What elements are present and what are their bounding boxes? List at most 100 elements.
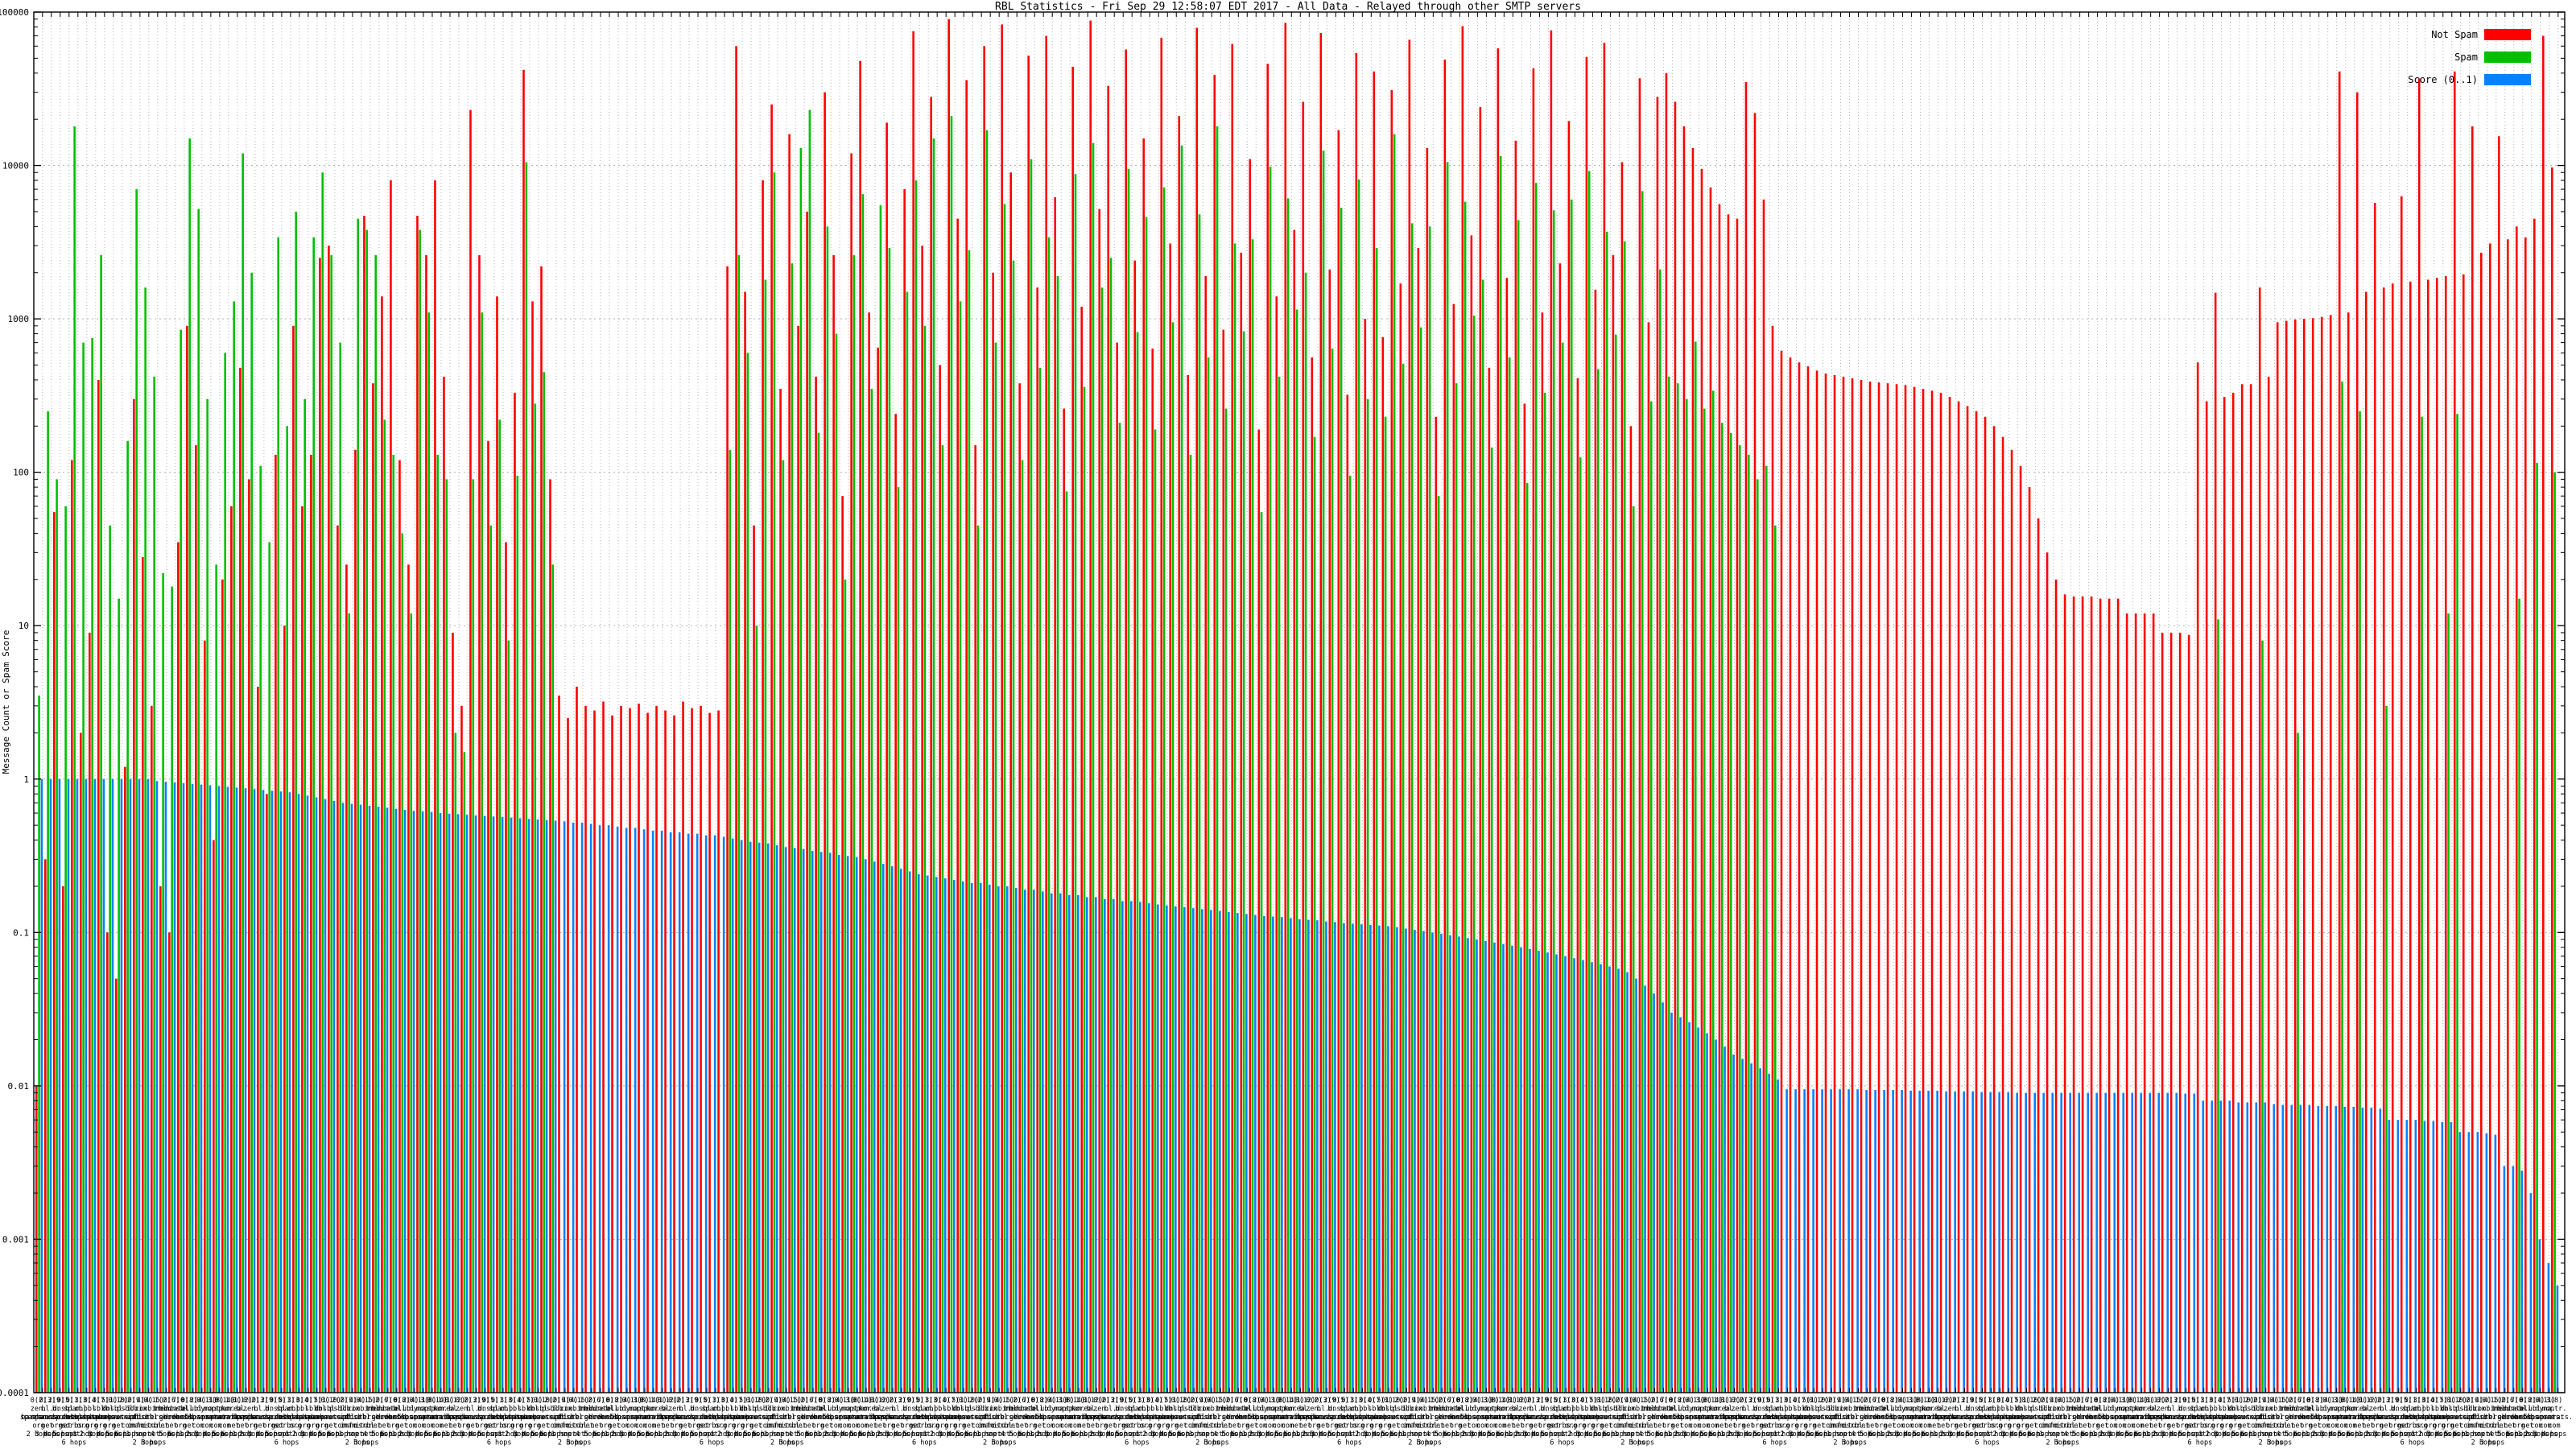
bar-spam (1056, 275, 1059, 1393)
bar-score (1139, 902, 1141, 1393)
x-tick-label: 2(4) ubl. unsubscore. com 2 hops (2301, 1397, 2347, 1439)
x-tick-label: 0(2) zen. spamhaus. org 2 hops (2359, 1397, 2396, 1439)
x-tick-label: 0(10) dnsbl-1. uceprotect. net 5 hops (1583, 1397, 1629, 1439)
x-tick-label: 0(10) dnsbl-1. uceprotect. net 5 hops (1158, 1397, 1203, 1439)
x-tick-label: 0(4) pbl. spamhaus. org 2 hops (1987, 1397, 2024, 1439)
bar-score (1130, 901, 1133, 1393)
bar-not-spam (2541, 35, 2545, 1393)
chart-title: RBL Statistics - Fri Sep 29 12:58:07 EDT… (995, 1, 1581, 13)
bar-not-spam (1337, 130, 1340, 1393)
bar-not-spam (939, 365, 941, 1393)
bar-not-spam (1806, 366, 1810, 1393)
bar-spam (755, 625, 758, 1393)
x-tick-label: 0(2) zen. spamhaus. org 2 hops (20, 1397, 57, 1439)
bar-score (492, 816, 495, 1393)
bar-score (2299, 1104, 2302, 1393)
bar-spam (888, 247, 891, 1393)
bar-score (377, 807, 380, 1393)
x-tick-label: 0(15) combined. rbl. msrbl. net 3 hops (1836, 1397, 1873, 1447)
bar-spam (1543, 392, 1546, 1393)
legend-label-not-spam: Not Spam (2431, 29, 2478, 40)
x-tick-label: 0(9) db. wpbl. info 1 hop (551, 1397, 572, 1439)
bar-not-spam (425, 255, 427, 1393)
x-tick-label: 1(2) rbl. interserver. net 4 hops (564, 1397, 613, 1439)
x-tick-label: 2(4) ubl. unsubscore. com 2 hops (1238, 1397, 1283, 1439)
bar-not-spam (540, 266, 543, 1393)
bar-not-spam (2081, 596, 2084, 1393)
x-tick-label: 0(2) zen. spamhaus. org 2 hops (1083, 1397, 1120, 1439)
bar-score (1812, 1089, 1814, 1393)
x-tick-label: 0(4) pbl. spamhaus. org 2 hops (2412, 1397, 2449, 1439)
bar-not-spam (1461, 26, 1464, 1393)
bar-not-spam (230, 506, 233, 1393)
bar-score (1644, 985, 1646, 1393)
bar-not-spam (1045, 35, 1047, 1393)
x-tick-label: 0(15) combined. rbl. msrbl. net 3 hops (1624, 1397, 1661, 1447)
bar-spam (1242, 331, 1245, 1393)
bar-score (1520, 947, 1522, 1393)
bar-not-spam (1302, 101, 1305, 1393)
bar-spam (968, 250, 971, 1393)
bar-not-spam (2550, 167, 2553, 1393)
x-tick-label: 2(2) psbl. surriel. com 6 hops (749, 1397, 782, 1439)
bar-score (1502, 943, 1505, 1393)
bar-score (1201, 909, 1203, 1393)
bar-score (270, 791, 274, 1393)
bar-spam (852, 255, 856, 1393)
bar-score (85, 778, 88, 1393)
x-tick-label: 2(2) psbl. surriel. com 6 hops (1386, 1397, 1419, 1439)
bar-spam (206, 398, 208, 1393)
x-tick-label: 0(14) spam. spamrats. com 5 hops (1907, 1397, 1944, 1439)
bar-not-spam (1957, 401, 1960, 1393)
bar-score (279, 791, 283, 1393)
bar-score (1166, 905, 1168, 1393)
bar-spam (2359, 411, 2361, 1393)
bar-not-spam (1080, 307, 1084, 1393)
bar-spam (1162, 187, 1166, 1393)
bar-score (1865, 1090, 1868, 1393)
bar-score (456, 814, 460, 1393)
x-tick-label: 5(1) xbl. spamhaus. org 4 hops (2429, 1397, 2467, 1439)
bar-not-spam (319, 258, 321, 1393)
bar-score (811, 851, 814, 1393)
bar-not-spam (221, 579, 224, 1393)
bar-not-spam (2347, 312, 2350, 1393)
bar-spam (118, 598, 120, 1393)
bar-not-spam (824, 92, 826, 1393)
bar-score (58, 778, 61, 1393)
x-tick-label: 5(1) xbl. spamhaus. org 4 hops (1154, 1397, 1191, 1439)
x-tick-label: 0(9) db. wpbl. info 1 hop (1614, 1397, 1635, 1439)
bar-not-spam (1815, 370, 1818, 1393)
x-tick-label: 0(15) combined. rbl. msrbl. net 3 hops (2474, 1397, 2511, 1447)
x-tick-label: 3(8) noptr. spamrats. com 4 hops (622, 1397, 659, 1439)
bar-spam (259, 465, 262, 1393)
bar-spam (1171, 322, 1174, 1393)
bar-not-spam (204, 640, 206, 1393)
x-tick-label: 3(8) noptr. spamrats. com 4 hops (1473, 1397, 1510, 1439)
bar-spam (277, 237, 279, 1393)
bar-not-spam (1426, 147, 1429, 1393)
x-tick-label: 0(4) pbl. spamhaus. org 2 hops (1136, 1397, 1173, 1439)
bar-score (2184, 1093, 2187, 1393)
bar-not-spam (62, 886, 64, 1393)
bar-score (2140, 1092, 2143, 1393)
bar-score (2547, 1262, 2550, 1393)
x-tick-label: 0(10) dnsbl-1. uceprotect. net 5 hops (1797, 1397, 1842, 1439)
bar-not-spam (159, 886, 162, 1393)
x-tick-label: 0(4) pbl. spamhaus. org 2 hops (73, 1397, 110, 1439)
bar-score (1210, 910, 1212, 1393)
bar-score (1014, 888, 1018, 1393)
bar-not-spam (195, 445, 197, 1393)
bar-spam (799, 147, 803, 1393)
bar-not-spam (2214, 292, 2217, 1393)
bar-score (2290, 1104, 2293, 1393)
x-tick-label: 0(12) bl. mailspike. net 1 hop (1497, 1397, 1538, 1439)
bar-not-spam (142, 557, 144, 1393)
bar-not-spam (1771, 325, 1774, 1393)
x-tick-label: 7(0) dnsbl. dronebl. org 6 hops (377, 1397, 410, 1439)
x-tick-label: 2(4) ubl. unsubscore. com 2 hops (2514, 1397, 2559, 1439)
bar-not-spam (1001, 24, 1003, 1393)
bar-score (651, 831, 654, 1393)
x-tick-label: 4(4) ix. dnsbl. manitu. net 2 hops (1831, 1397, 1860, 1447)
x-tick-label: 0(11) dyna. spamrats. com 3 hops (1038, 1397, 1075, 1439)
